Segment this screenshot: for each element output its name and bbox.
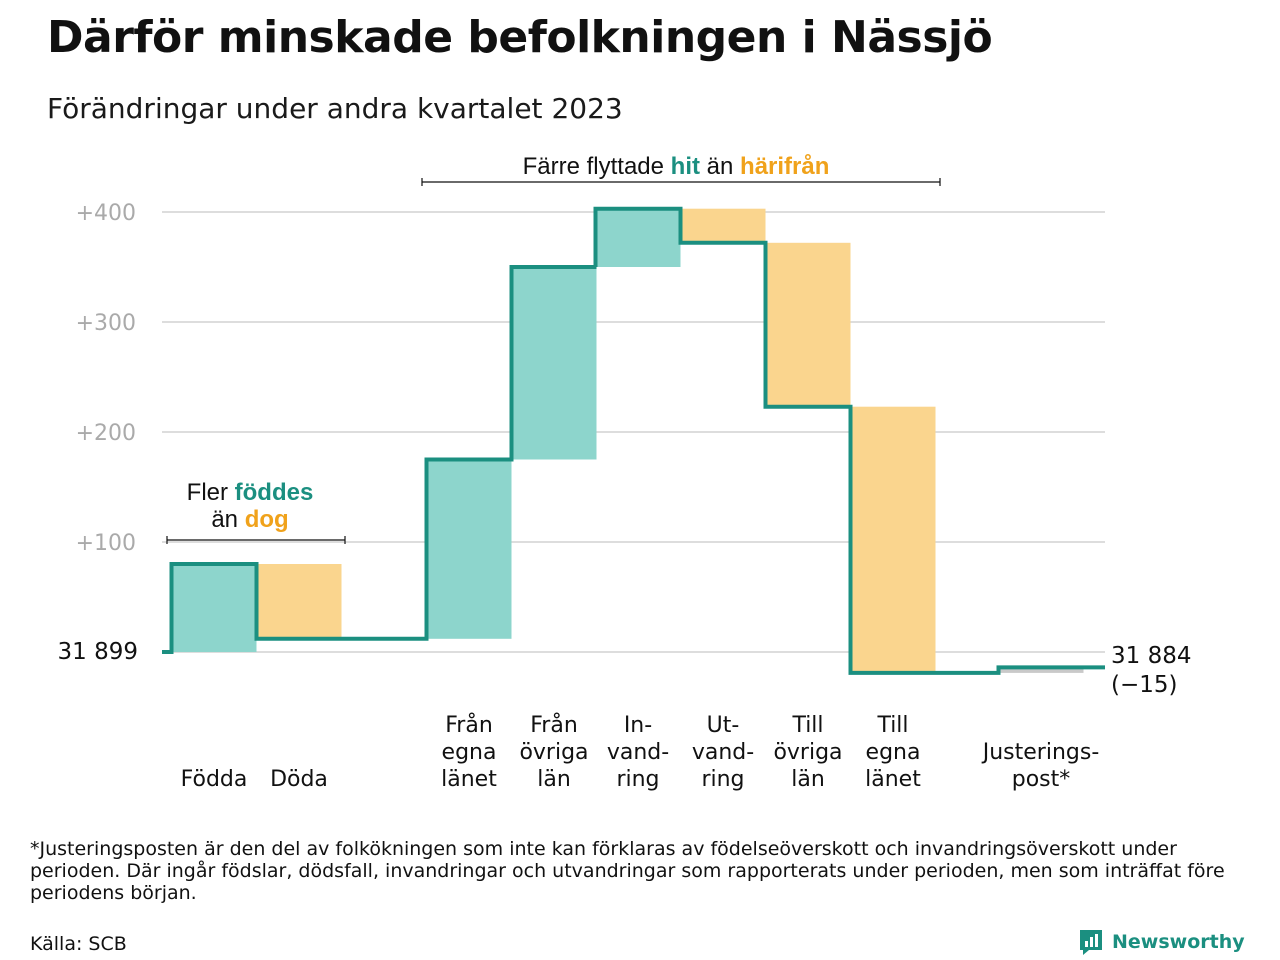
bar-justeringspost-: [998, 667, 1084, 673]
bar-till-egna-länet: [850, 406, 936, 673]
category-label-line: vand-: [692, 740, 754, 765]
chart-subtitle: Förändringar under andra kvartalet 2023: [47, 92, 623, 125]
category-label: In-vand-ring: [607, 713, 669, 792]
end-change-label: (−15): [1111, 672, 1177, 698]
bar-födda: [171, 564, 257, 652]
category-label: Döda: [270, 767, 328, 792]
end-value-label: 31 884: [1111, 643, 1191, 669]
category-label-line: länet: [441, 767, 497, 792]
annotation-migration-line: Färre flyttade hit än härifrån: [523, 153, 830, 180]
category-label-line: län: [791, 767, 825, 792]
y-tick-label: +200: [76, 421, 136, 446]
category-label-line: län: [537, 767, 571, 792]
start-value-label: 31 899: [58, 639, 138, 665]
annotation-segment: Färre flyttade: [523, 153, 671, 180]
annotation-segment: föddes: [235, 479, 314, 506]
category-label-line: Födda: [181, 767, 248, 792]
annotation-segment: hit: [671, 153, 700, 180]
y-tick-label: +400: [76, 201, 136, 226]
category-label: Födda: [181, 767, 248, 792]
source-note: Källa: SCB: [30, 933, 127, 955]
chart-title: Därför minskade befolkningen i Nässjö: [47, 12, 993, 63]
category-label-line: Till: [876, 713, 908, 738]
category-label-line: övriga: [519, 740, 588, 765]
brand: Newsworthy: [1078, 928, 1245, 956]
bar-från-övriga-län: [511, 267, 597, 460]
category-label-line: Ut-: [707, 713, 740, 738]
category-label: Till övriga län: [773, 713, 842, 792]
category-label-line: egna: [442, 740, 497, 765]
category-label-line: vand-: [607, 740, 669, 765]
bar-från-egna-länet: [426, 459, 512, 639]
bar-till-övriga-län: [765, 242, 851, 407]
bar-invandring: [595, 208, 681, 267]
category-label: Till egna länet: [865, 713, 921, 792]
category-label-line: ring: [701, 767, 744, 792]
footnote: *Justeringsposten är den del av folkökni…: [30, 838, 1225, 904]
bar-döda: [256, 564, 342, 639]
brand-name: Newsworthy: [1112, 931, 1245, 953]
y-tick-label: +300: [76, 311, 136, 336]
category-label-line: Från: [530, 712, 578, 738]
category-label-line: In-: [624, 713, 652, 738]
annotation-births-line: än dog: [211, 506, 288, 533]
y-tick-label: +100: [76, 531, 136, 556]
category-label-line: Döda: [270, 767, 328, 792]
annotation-segment: Fler: [187, 479, 235, 506]
category-label: Justerings-post*: [981, 740, 1100, 792]
category-label-line: Från: [445, 712, 493, 738]
annotation-segment: dog: [245, 506, 289, 533]
category-label-line: övriga: [773, 740, 842, 765]
category-label-line: Till: [791, 713, 823, 738]
category-label: Ut-vand-ring: [692, 713, 754, 792]
annotation-segment: än: [211, 506, 244, 533]
annotation-segment: härifrån: [740, 153, 829, 180]
category-label-line: Justerings-: [981, 740, 1100, 765]
newsworthy-logo-icon: [1080, 930, 1102, 955]
category-label: Från övriga län: [519, 712, 588, 792]
category-label-line: ring: [616, 767, 659, 792]
category-label-line: egna: [866, 740, 921, 765]
category-label-line: post*: [1012, 767, 1071, 792]
annotation-segment: än: [700, 153, 740, 180]
category-label-line: länet: [865, 767, 921, 792]
annotation-births-line: Fler föddes: [187, 479, 314, 506]
category-label: Från egna länet: [441, 712, 497, 792]
population-step-line: [162, 206, 1105, 675]
bar-utvandring: [680, 208, 766, 243]
